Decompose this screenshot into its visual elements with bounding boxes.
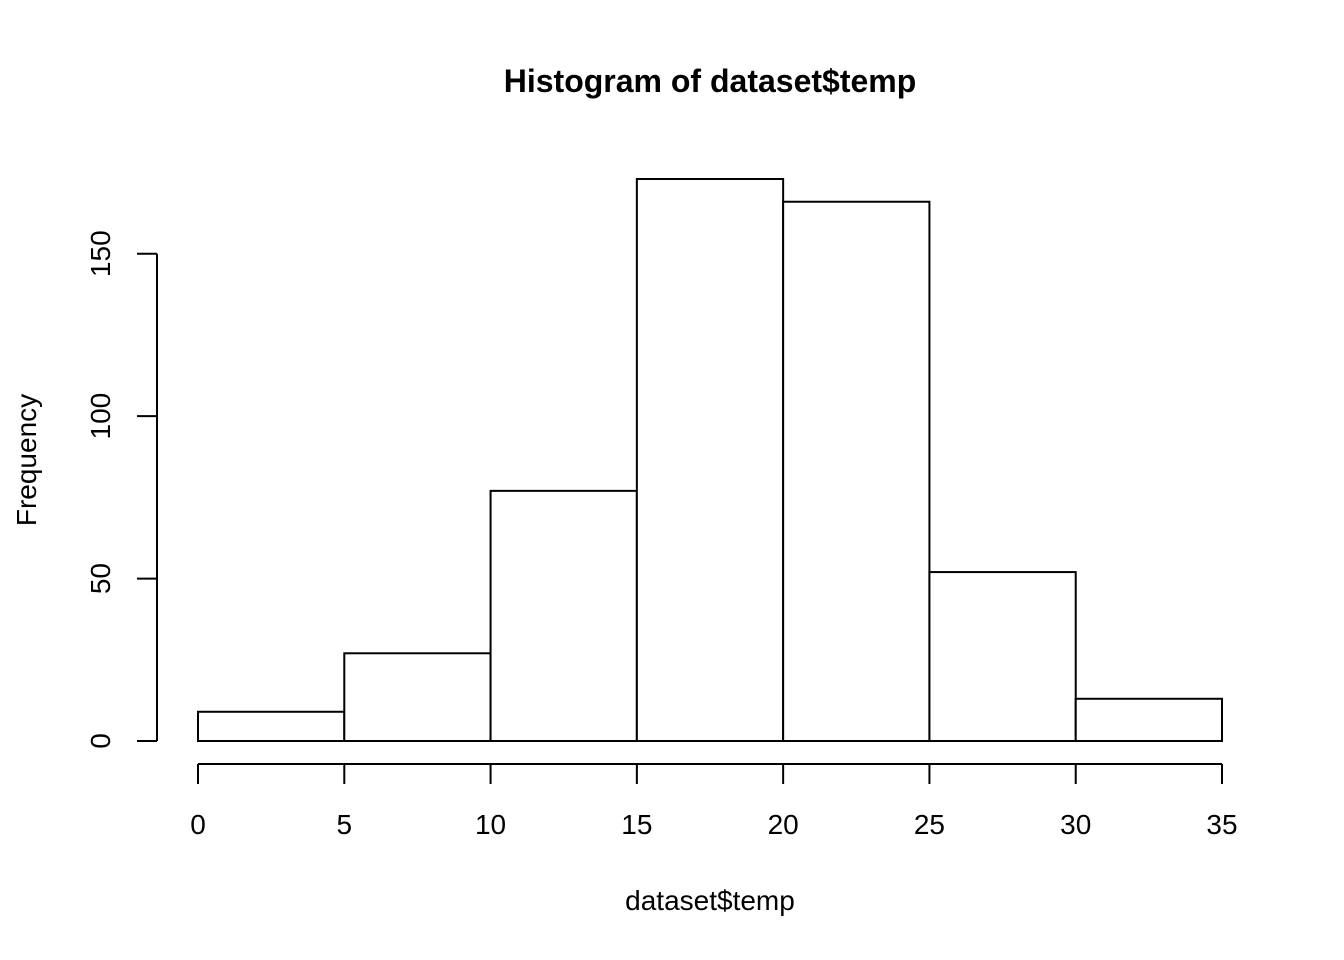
y-axis-label: Frequency <box>11 394 42 526</box>
histogram-bar-3 <box>635 178 785 742</box>
x-tick-label: 15 <box>621 809 652 840</box>
x-tick-label: 35 <box>1206 809 1237 840</box>
x-tick-label: 30 <box>1060 809 1091 840</box>
x-tick-label: 20 <box>768 809 799 840</box>
histogram-bar-0 <box>197 710 346 742</box>
x-tick-label: 10 <box>475 809 506 840</box>
y-tick-label: 50 <box>85 563 116 594</box>
bars-group <box>197 178 1223 743</box>
x-axis-label: dataset$temp <box>625 885 795 916</box>
histogram-bar-2 <box>489 489 638 742</box>
histogram-bar-6 <box>1074 697 1223 743</box>
y-tick-label: 0 <box>85 733 116 749</box>
y-axis: 0 50 100 150 <box>85 230 158 749</box>
histogram-bar-5 <box>928 571 1077 742</box>
x-axis: 0 5 10 15 20 25 30 35 <box>190 763 1238 840</box>
y-tick-label: 150 <box>85 230 116 277</box>
histogram-bar-4 <box>782 200 931 743</box>
chart-title: Histogram of dataset$temp <box>504 63 917 99</box>
x-tick-label: 0 <box>190 809 206 840</box>
x-tick-label: 25 <box>914 809 945 840</box>
x-tick-label: 5 <box>336 809 352 840</box>
histogram-bar-1 <box>343 652 492 742</box>
y-tick-label: 100 <box>85 393 116 440</box>
